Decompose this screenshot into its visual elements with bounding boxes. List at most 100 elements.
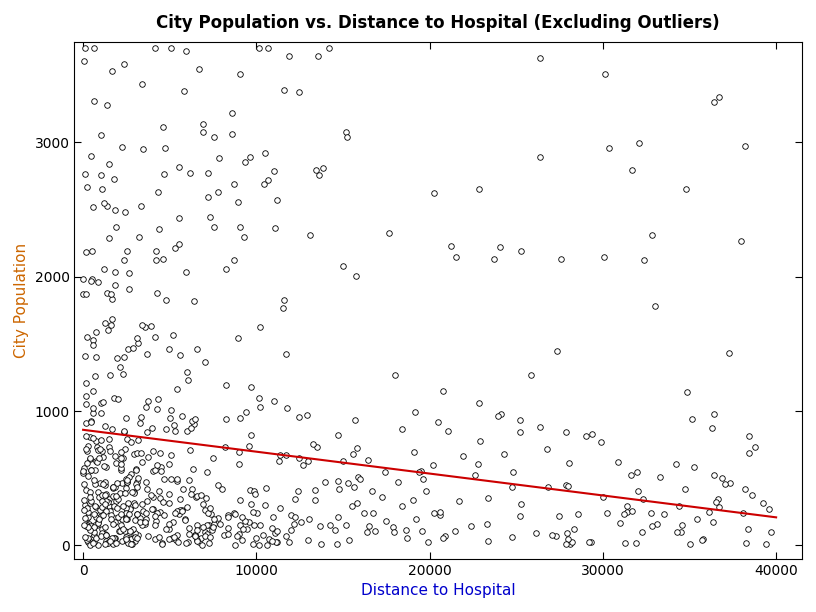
Point	[134, 418, 147, 428]
Point	[108, 501, 121, 510]
Point	[200, 493, 213, 503]
Point	[95, 529, 109, 539]
Point	[307, 439, 320, 449]
Point	[128, 528, 141, 538]
Point	[92, 492, 105, 502]
Point	[133, 513, 146, 523]
Point	[119, 413, 132, 423]
Point	[561, 534, 574, 543]
Point	[166, 330, 180, 340]
Point	[645, 508, 658, 518]
Point	[162, 490, 175, 499]
Point	[115, 514, 128, 524]
Point	[197, 499, 210, 509]
Point	[130, 479, 143, 488]
Point	[621, 501, 634, 511]
Point	[83, 540, 96, 550]
Point	[117, 501, 130, 511]
Point	[156, 122, 169, 132]
Point	[176, 484, 189, 494]
Point	[309, 165, 322, 175]
Point	[109, 267, 122, 277]
Point	[120, 532, 133, 542]
Point	[88, 537, 101, 547]
Point	[274, 450, 287, 460]
Point	[331, 512, 344, 521]
Point	[82, 507, 95, 517]
Point	[146, 504, 159, 514]
Point	[78, 501, 91, 510]
Point	[78, 506, 91, 515]
Point	[163, 413, 176, 423]
Point	[91, 517, 104, 526]
Point	[100, 506, 113, 516]
Point	[631, 487, 644, 496]
Point	[357, 509, 370, 518]
Point	[86, 532, 99, 542]
Point	[100, 539, 113, 548]
Point	[268, 223, 282, 233]
Point	[94, 444, 107, 453]
Point	[86, 202, 100, 212]
Point	[131, 435, 144, 444]
Point	[123, 526, 136, 536]
Point	[626, 506, 639, 515]
Point	[201, 529, 214, 539]
Point	[100, 496, 113, 506]
Point	[131, 533, 144, 543]
Point	[367, 508, 380, 518]
Point	[93, 511, 106, 521]
Point	[84, 496, 97, 506]
Point	[82, 471, 95, 481]
Point	[197, 127, 210, 137]
Point	[206, 525, 219, 535]
Point	[419, 487, 432, 496]
Point	[104, 446, 117, 455]
Point	[262, 175, 275, 185]
Point	[130, 466, 143, 476]
Point	[81, 533, 94, 543]
Point	[79, 378, 92, 388]
Point	[97, 264, 110, 274]
Point	[86, 433, 100, 443]
Point	[191, 491, 204, 501]
Point	[481, 519, 494, 529]
Point	[702, 507, 715, 517]
Point	[135, 79, 149, 89]
Point	[166, 533, 179, 543]
Point	[288, 494, 301, 504]
Point	[133, 233, 146, 242]
Point	[177, 86, 190, 95]
Point	[202, 509, 215, 518]
Point	[563, 539, 576, 549]
Point	[187, 464, 200, 474]
Point	[239, 516, 252, 526]
Point	[113, 512, 126, 521]
Point	[211, 187, 224, 197]
Point	[251, 508, 264, 518]
Point	[173, 509, 186, 519]
Point	[151, 460, 164, 470]
Point	[407, 494, 420, 504]
Point	[153, 224, 166, 234]
Point	[348, 415, 361, 425]
Title: City Population vs. Distance to Hospital (Excluding Outliers): City Population vs. Distance to Hospital…	[157, 14, 720, 32]
Point	[216, 484, 229, 494]
Point	[228, 508, 241, 518]
Point	[262, 43, 275, 53]
Point	[225, 108, 238, 118]
Point	[151, 288, 164, 298]
Point	[111, 502, 124, 512]
Point	[428, 508, 441, 518]
Point	[118, 255, 131, 265]
Point	[375, 492, 388, 502]
Point	[191, 520, 204, 530]
Point	[765, 528, 778, 537]
Point	[80, 502, 93, 512]
Point	[95, 170, 108, 179]
Point	[77, 520, 90, 530]
Point	[80, 444, 93, 454]
Point	[279, 531, 292, 541]
Point	[109, 458, 122, 468]
Point	[89, 512, 102, 521]
